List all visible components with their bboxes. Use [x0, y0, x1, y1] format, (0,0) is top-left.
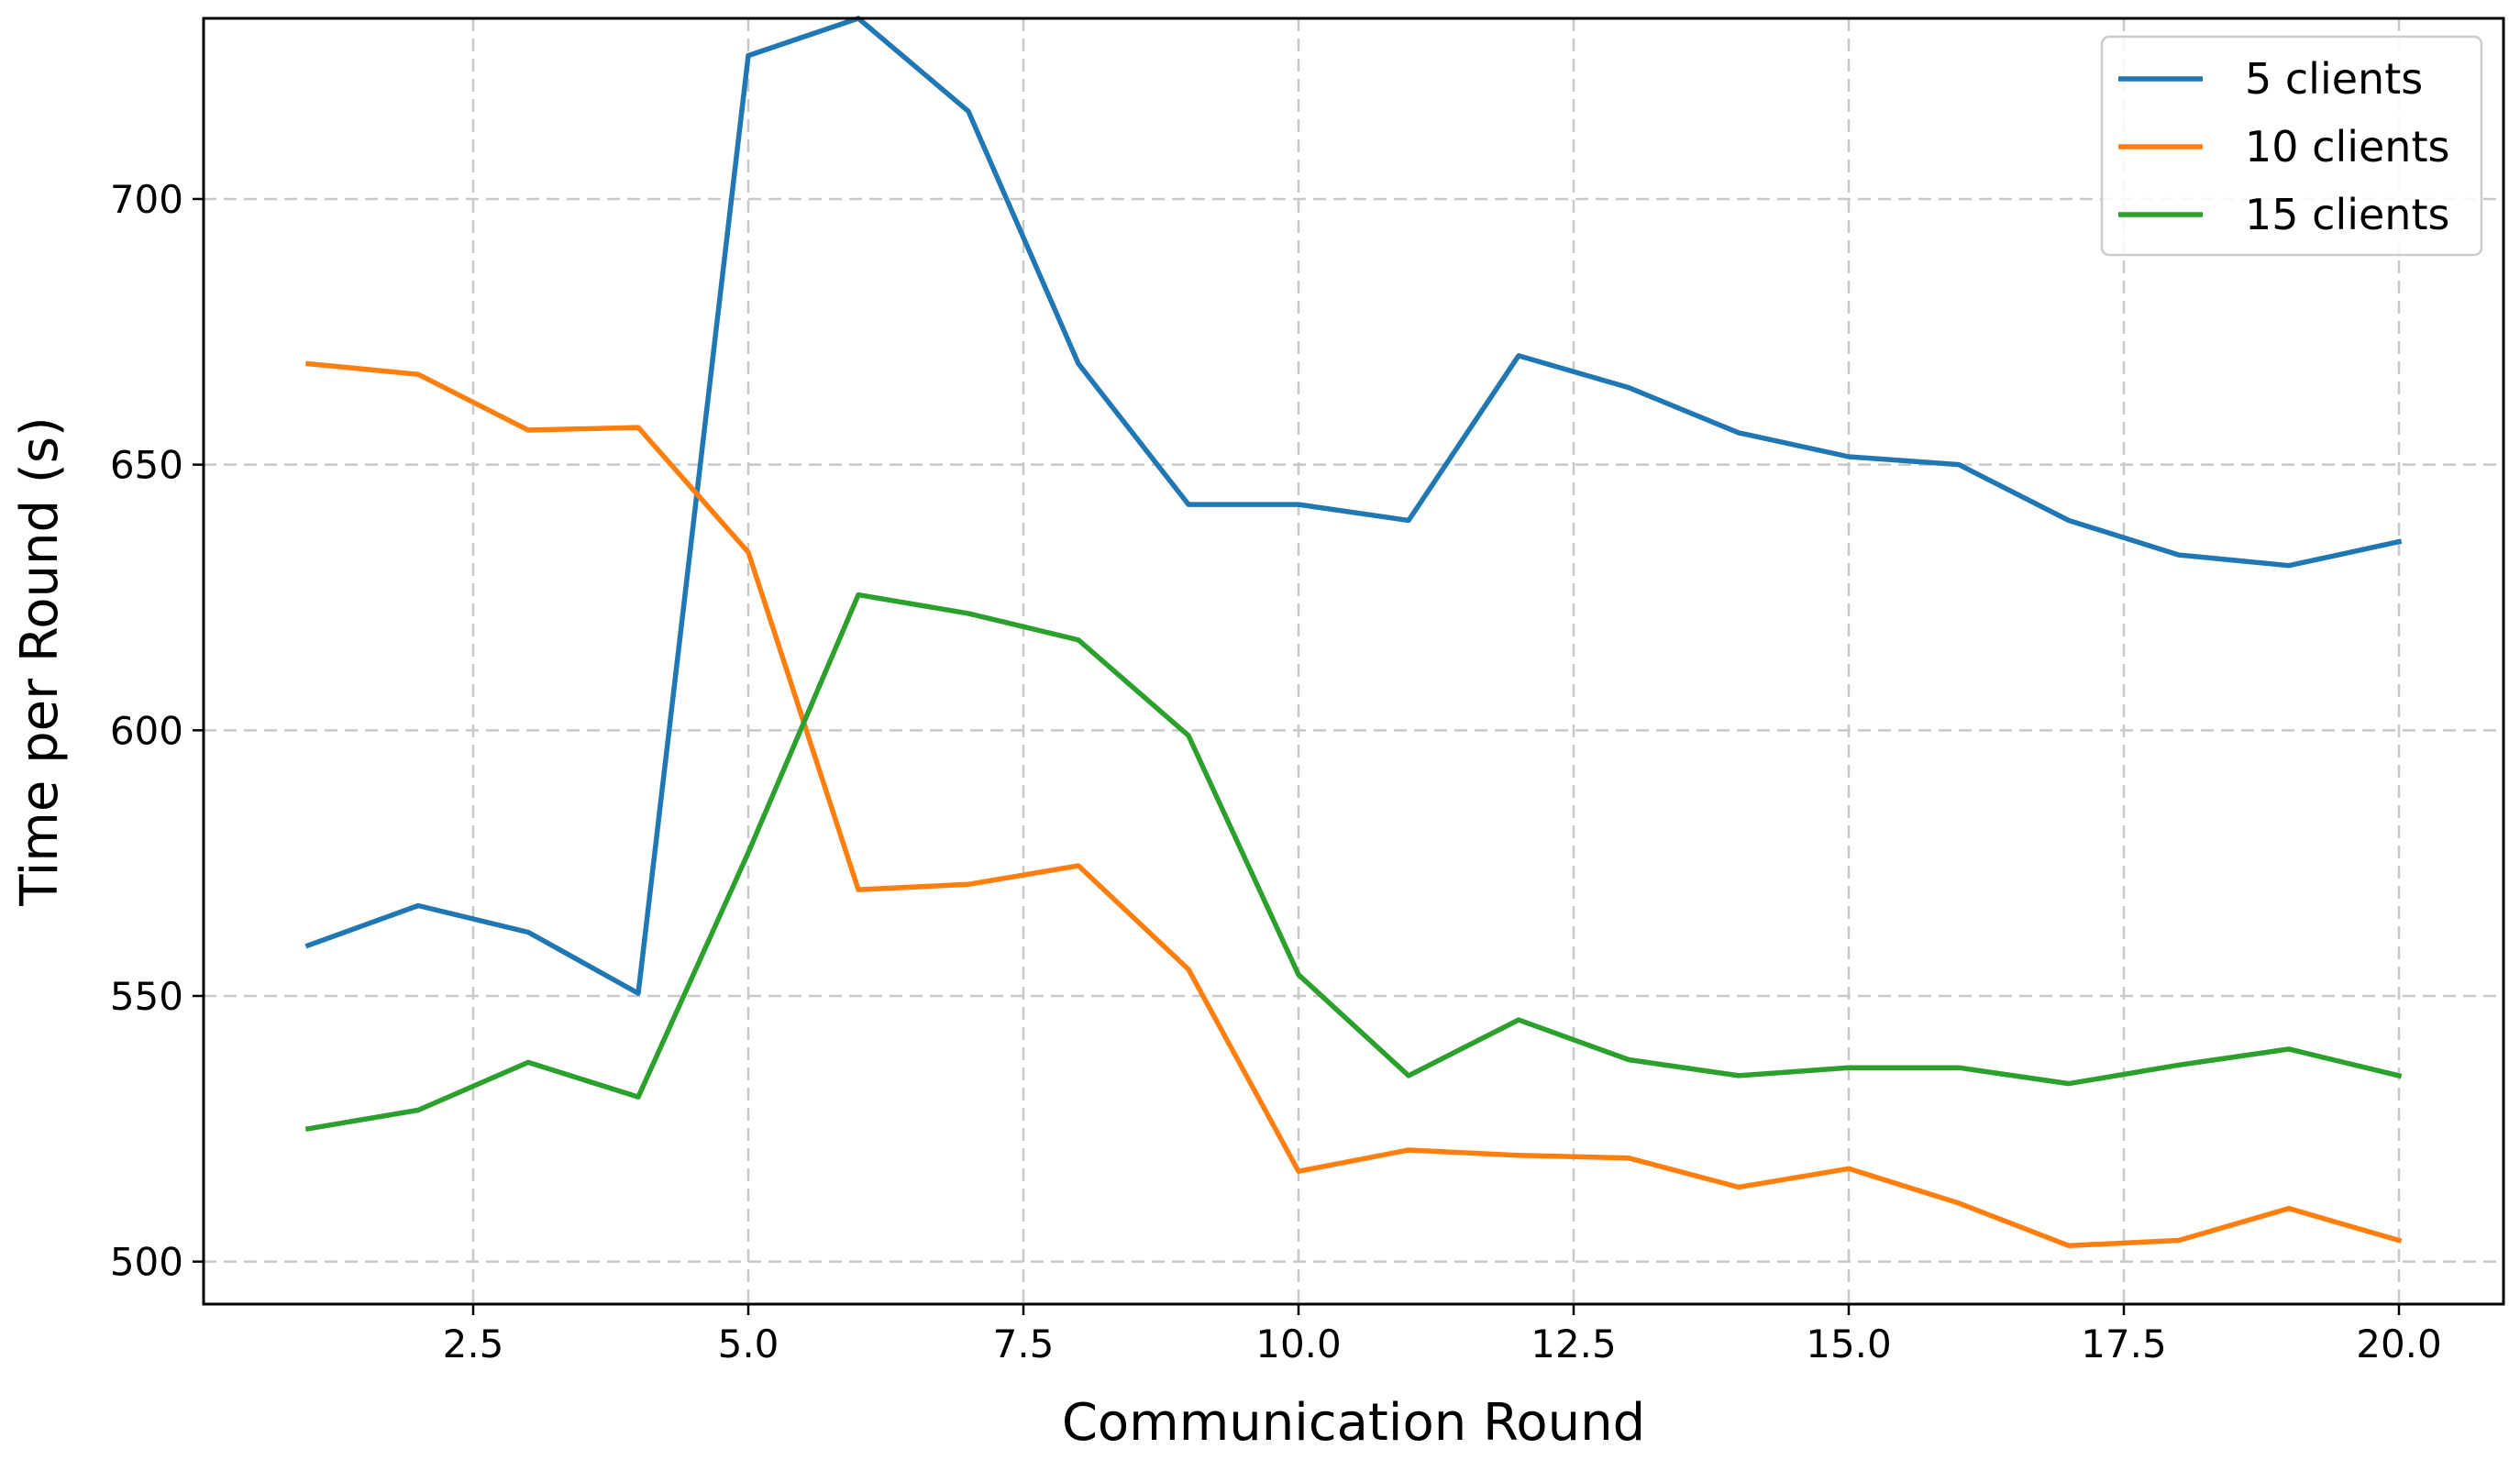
y-tick-label: 500	[110, 1240, 183, 1285]
series-layer	[304, 16, 2403, 1249]
x-axis-label: Communication Round	[1062, 1393, 1645, 1453]
tick-layer: 2.5 5.0 7.5 10.0 12.5 15.0 17.5 20.0 500 550 600 65…	[110, 177, 2442, 1366]
y-axis-label: Time per Round (s)	[10, 416, 70, 907]
legend: 5 clients 10 clients 15 clients	[2100, 35, 2483, 257]
y-tick-label: 600	[110, 708, 183, 753]
y-tick-label: 650	[110, 443, 183, 488]
legend-label: 15 clients	[2245, 190, 2449, 239]
legend-label: 5 clients	[2245, 54, 2423, 104]
x-tick-label: 15.0	[1806, 1322, 1892, 1366]
legend-box	[2100, 35, 2483, 257]
x-tick-label: 20.0	[2356, 1322, 2442, 1366]
legend-label: 10 clients	[2245, 122, 2449, 171]
x-tick-label: 5.0	[718, 1322, 779, 1366]
x-tick-label: 10.0	[1255, 1322, 1342, 1366]
x-tick-label: 12.5	[1531, 1322, 1617, 1366]
x-tick-label: 7.5	[993, 1322, 1055, 1366]
y-tick-label: 700	[110, 177, 183, 222]
x-tick-label: 2.5	[443, 1322, 504, 1366]
plot-frame	[202, 17, 2505, 1306]
series-line-1	[304, 16, 2403, 996]
x-tick-label: 17.5	[2081, 1322, 2167, 1366]
series-line-3	[304, 592, 2403, 1132]
series-line-2	[304, 360, 2403, 1249]
y-tick-label: 550	[110, 974, 183, 1019]
